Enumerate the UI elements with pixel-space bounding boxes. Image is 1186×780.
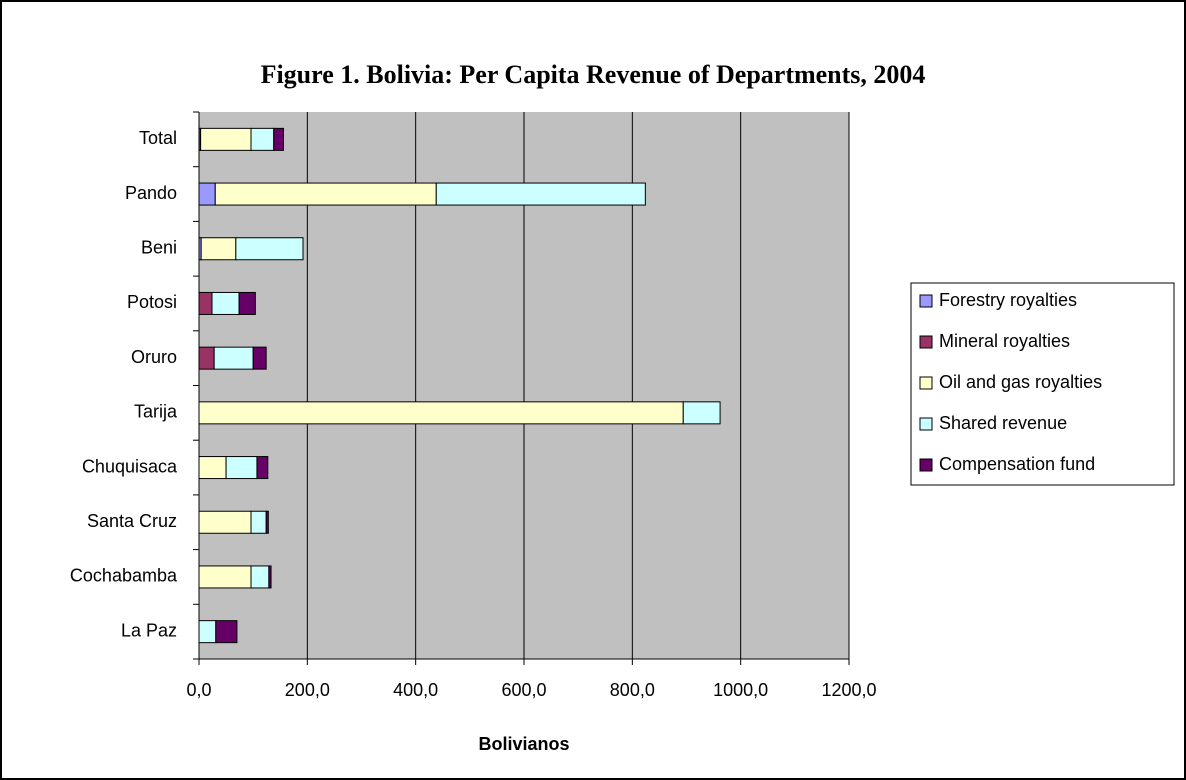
x-tick-label: 600,0 [501, 680, 546, 700]
legend-label: Mineral royalties [939, 331, 1070, 351]
bar-segment [214, 182, 437, 206]
bar-segment [435, 182, 646, 206]
bar-segment [198, 401, 684, 425]
y-tick-label: Oruro [131, 347, 177, 367]
legend-swatch [919, 417, 933, 431]
bar-segment [198, 620, 217, 644]
bar-segment [273, 127, 284, 151]
x-tick-label: 200,0 [285, 680, 330, 700]
bar-segment [256, 456, 269, 480]
x-tick-label: 1200,0 [821, 680, 876, 700]
y-tick-label: Pando [125, 183, 177, 203]
bar-segment [198, 510, 252, 534]
legend-label: Compensation fund [939, 454, 1095, 474]
bar-segment [213, 346, 254, 370]
y-tick-label: Santa Cruz [87, 511, 177, 531]
bar-segment [198, 346, 215, 370]
x-axis-label: Bolivianos [478, 734, 569, 754]
bar-segment [250, 127, 275, 151]
legend-box [910, 282, 1175, 486]
bar-segment [238, 291, 256, 315]
y-tick-label: Cochabamba [70, 566, 178, 586]
legend-swatch [919, 376, 933, 390]
bar-segment [200, 127, 252, 151]
y-tick-label: Chuquisaca [82, 456, 178, 476]
bar-segment [268, 565, 272, 589]
legend-swatch [919, 294, 933, 308]
legend-label: Oil and gas royalties [939, 372, 1102, 392]
legend-label: Shared revenue [939, 413, 1067, 433]
bar-segment [682, 401, 721, 425]
legend-label: Forestry royalties [939, 290, 1077, 310]
y-tick-label: La Paz [121, 620, 177, 640]
y-tick-label: Tarija [134, 402, 178, 422]
x-tick-label: 400,0 [393, 680, 438, 700]
bar-segment [250, 565, 270, 589]
bar-segment [225, 456, 258, 480]
y-tick-label: Total [139, 128, 177, 148]
bar-segment [200, 237, 237, 261]
y-tick-label: Beni [141, 238, 177, 258]
bar-segment [252, 346, 267, 370]
bar-segment [198, 182, 216, 206]
x-tick-label: 800,0 [610, 680, 655, 700]
x-tick-label: 1000,0 [713, 680, 768, 700]
legend-swatch [919, 458, 933, 472]
bar-segment [211, 291, 240, 315]
bar-segment [215, 620, 238, 644]
chart-title: Figure 1. Bolivia: Per Capita Revenue of… [261, 60, 926, 89]
bar-segment [235, 237, 304, 261]
bar-segment [198, 456, 227, 480]
y-tick-label: Potosi [127, 292, 177, 312]
x-tick-label: 0,0 [186, 680, 211, 700]
legend-swatch [919, 335, 933, 349]
bar-segment [198, 565, 252, 589]
bar-segment [250, 510, 267, 534]
bar-segment [198, 291, 213, 315]
bar-segment [265, 510, 269, 534]
